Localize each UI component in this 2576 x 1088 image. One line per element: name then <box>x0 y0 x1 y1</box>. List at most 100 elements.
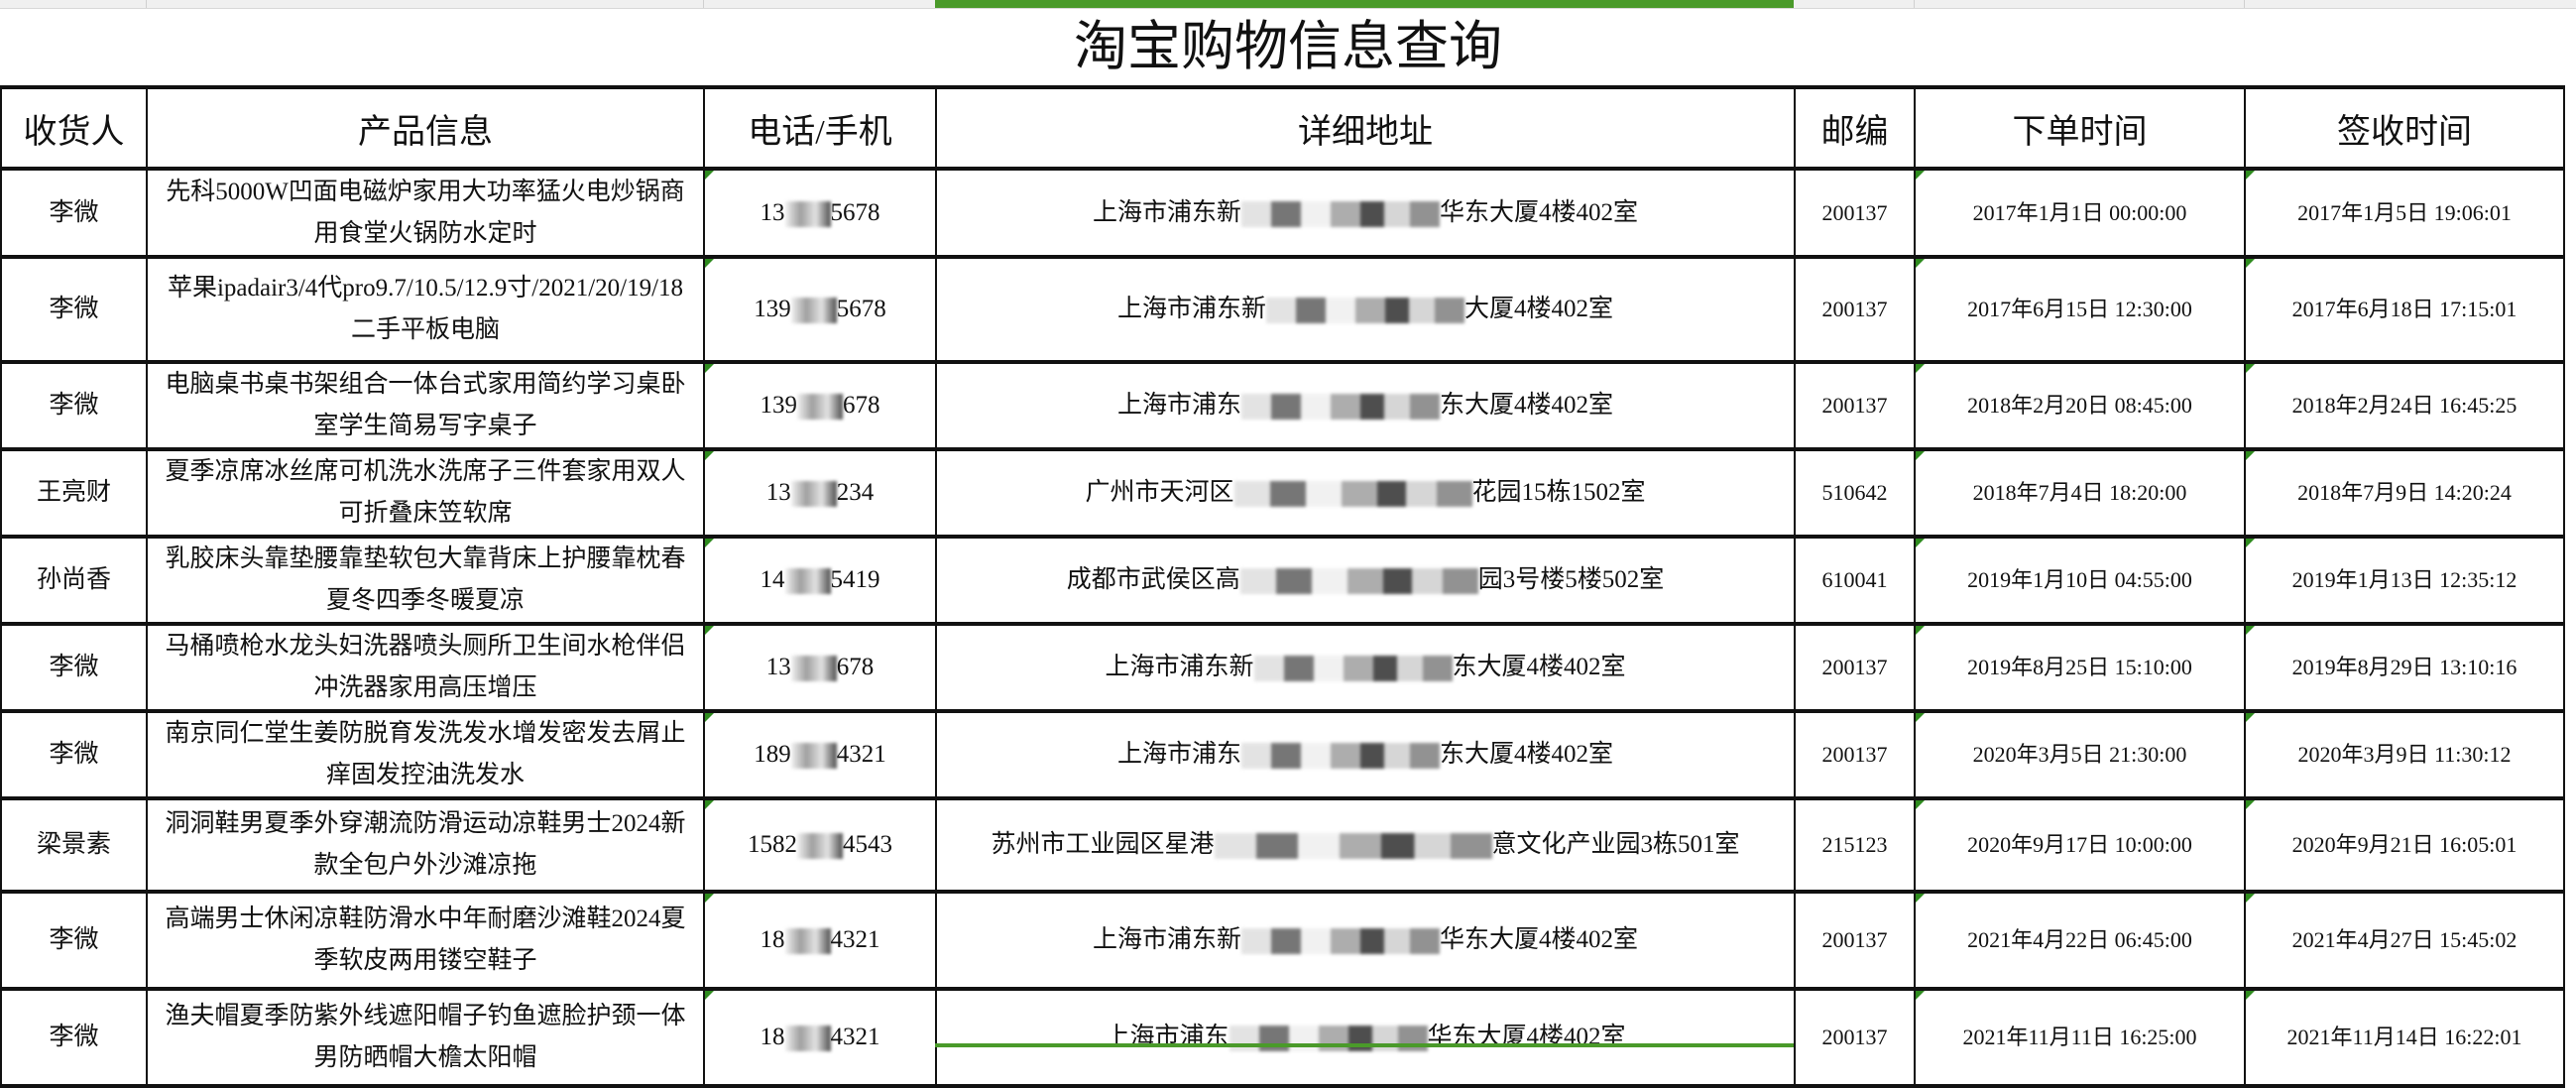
phone-cell[interactable]: 14 5419 <box>703 535 937 626</box>
header-zip[interactable]: 邮编 <box>1794 85 1916 171</box>
address-end: 大厦4楼402室 <box>1464 296 1614 322</box>
product-cell[interactable]: 高端男士休闲凉鞋防滑水中年耐磨沙滩鞋2024夏季软皮两用镂空鞋子 <box>146 890 705 991</box>
sheet-title[interactable]: 淘宝购物信息查询 <box>1074 17 1502 76</box>
address-cell[interactable]: 上海市浦东新 大厦4楼402室 <box>935 255 1796 364</box>
table-row: 王亮财 夏季凉席冰丝席可机洗水洗席子三件套家用双人可折叠床笠软席 13 234 广州市天… <box>0 447 2565 539</box>
recipient-cell[interactable]: 王亮财 <box>0 447 148 539</box>
table-row: 李微 马桶喷枪水龙头妇洗器喷头厕所卫生间水枪伴侣冲洗器家用高压增压 13 678 上海市… <box>0 622 2565 713</box>
order-time-cell[interactable]: 2020年9月17日 10:00:00 <box>1914 796 2246 894</box>
phone-cell[interactable]: 13 234 <box>703 447 937 539</box>
recipient-cell[interactable]: 李微 <box>0 987 148 1088</box>
header-product[interactable]: 产品信息 <box>146 85 705 171</box>
phone-cell[interactable]: 139 678 <box>703 360 937 451</box>
redacted-blur <box>1229 1026 1428 1052</box>
recipient-cell[interactable]: 李微 <box>0 622 148 713</box>
header-phone[interactable]: 电话/手机 <box>703 85 937 171</box>
product-cell[interactable]: 夏季凉席冰丝席可机洗水洗席子三件套家用双人可折叠床笠软席 <box>146 447 705 539</box>
zip-cell[interactable]: 200137 <box>1794 255 1916 364</box>
sign-time-cell[interactable]: 2021年11月14日 16:22:01 <box>2244 987 2565 1088</box>
address-cell[interactable]: 上海市浦东新 华东大厦4楼402室 <box>935 167 1796 259</box>
recipient-cell[interactable]: 梁景素 <box>0 796 148 894</box>
recipient-name: 李微 <box>49 198 99 226</box>
zip-cell[interactable]: 610041 <box>1794 535 1916 626</box>
order-time-cell[interactable]: 2017年6月15日 12:30:00 <box>1914 255 2246 364</box>
product-cell[interactable]: 渔夫帽夏季防紫外线遮阳帽子钓鱼遮脸护颈一体男防晒帽大檐太阳帽 <box>146 987 705 1088</box>
phone-cell[interactable]: 189 4321 <box>703 709 937 800</box>
recipient-cell[interactable]: 李微 <box>0 890 148 991</box>
phone-cell[interactable]: 18 4321 <box>703 890 937 991</box>
phone-cell[interactable]: 13 5678 <box>703 167 937 259</box>
zip-cell[interactable]: 510642 <box>1794 447 1916 539</box>
zip-cell[interactable]: 200137 <box>1794 987 1916 1088</box>
address-cell[interactable]: 上海市浦东 华东大厦4楼402室 <box>935 987 1796 1088</box>
recipient-name: 梁景素 <box>36 831 111 858</box>
zip-cell[interactable]: 200137 <box>1794 622 1916 713</box>
recipient-cell[interactable]: 李微 <box>0 167 148 259</box>
order-time-cell[interactable]: 2020年3月5日 21:30:00 <box>1914 709 2246 800</box>
table-row: 李微 南京同仁堂生姜防脱育发洗发水增发密发去屑止痒固发控油洗发水 189 4321 上海… <box>0 709 2565 800</box>
sign-time-cell[interactable]: 2019年1月13日 12:35:12 <box>2244 535 2565 626</box>
order-time-cell[interactable]: 2018年2月20日 08:45:00 <box>1914 360 2246 451</box>
order-time: 2018年7月4日 18:20:00 <box>1972 480 2187 505</box>
product-cell[interactable]: 苹果ipadair3/4代pro9.7/10.5/12.9寸/2021/20/1… <box>146 255 705 364</box>
header-address[interactable]: 详细地址 <box>935 85 1796 171</box>
order-time-cell[interactable]: 2017年1月1日 00:00:00 <box>1914 167 2246 259</box>
product-cell[interactable]: 洞洞鞋男夏季外穿潮流防滑运动凉鞋男士2024新款全包户外沙滩凉拖 <box>146 796 705 894</box>
sign-time: 2020年9月21日 16:05:01 <box>2291 832 2517 857</box>
redacted-blur <box>790 656 837 682</box>
product-info: 南京同仁堂生姜防脱育发洗发水增发密发去屑止痒固发控油洗发水 <box>165 720 686 788</box>
recipient-name: 李微 <box>49 926 99 953</box>
zip-cell[interactable]: 200137 <box>1794 360 1916 451</box>
sign-time-cell[interactable]: 2020年3月9日 11:30:12 <box>2244 709 2565 800</box>
address-cell[interactable]: 上海市浦东新 华东大厦4楼402室 <box>935 890 1796 991</box>
sign-time-cell[interactable]: 2019年8月29日 13:10:16 <box>2244 622 2565 713</box>
zip-cell[interactable]: 215123 <box>1794 796 1916 894</box>
product-cell[interactable]: 电脑桌书桌书架组合一体台式家用简约学习桌卧室学生简易写字桌子 <box>146 360 705 451</box>
zip-cell[interactable]: 200137 <box>1794 890 1916 991</box>
order-time-cell[interactable]: 2019年8月25日 15:10:00 <box>1914 622 2246 713</box>
product-cell[interactable]: 南京同仁堂生姜防脱育发洗发水增发密发去屑止痒固发控油洗发水 <box>146 709 705 800</box>
sign-time-cell[interactable]: 2020年9月21日 16:05:01 <box>2244 796 2565 894</box>
recipient-cell[interactable]: 李微 <box>0 255 148 364</box>
address-start: 上海市浦东新 <box>1105 654 1254 680</box>
header-recipient[interactable]: 收货人 <box>0 85 148 171</box>
header-order-time[interactable]: 下单时间 <box>1914 85 2246 171</box>
order-time: 2020年9月17日 10:00:00 <box>1967 832 2192 857</box>
product-cell[interactable]: 先科5000W凹面电磁炉家用大功率猛火电炒锅商用食堂火锅防水定时 <box>146 167 705 259</box>
phone-cell[interactable]: 13 678 <box>703 622 937 713</box>
sign-time: 2017年6月18日 17:15:01 <box>2291 297 2517 321</box>
recipient-cell[interactable]: 李微 <box>0 360 148 451</box>
recipient-cell[interactable]: 李微 <box>0 709 148 800</box>
address-cell[interactable]: 苏州市工业园区星港 意文化产业园3栋501室 <box>935 796 1796 894</box>
address-cell[interactable]: 上海市浦东 东大厦4楼402室 <box>935 360 1796 451</box>
sign-time-cell[interactable]: 2017年1月5日 19:06:01 <box>2244 167 2565 259</box>
zip-cell[interactable]: 200137 <box>1794 167 1916 259</box>
address-cell[interactable]: 广州市天河区 花园15栋1502室 <box>935 447 1796 539</box>
address-start: 上海市浦东新 <box>1092 926 1241 953</box>
header-sign-time[interactable]: 签收时间 <box>2244 85 2565 171</box>
redacted-blur <box>1233 481 1472 508</box>
address-cell[interactable]: 上海市浦东新 东大厦4楼402室 <box>935 622 1796 713</box>
order-time-cell[interactable]: 2021年11月11日 16:25:00 <box>1914 987 2246 1088</box>
address-cell[interactable]: 成都市武侯区高 园3号楼5楼502室 <box>935 535 1796 626</box>
sign-time-cell[interactable]: 2021年4月27日 15:45:02 <box>2244 890 2565 991</box>
sign-time-cell[interactable]: 2017年6月18日 17:15:01 <box>2244 255 2565 364</box>
zip-code: 200137 <box>1821 393 1888 418</box>
sign-time: 2020年3月9日 11:30:12 <box>2297 742 2512 767</box>
order-time-cell[interactable]: 2021年4月22日 06:45:00 <box>1914 890 2246 991</box>
address-cell[interactable]: 上海市浦东 东大厦4楼402室 <box>935 709 1796 800</box>
recipient-cell[interactable]: 孙尚香 <box>0 535 148 626</box>
zip-cell[interactable]: 200137 <box>1794 709 1916 800</box>
phone-cell[interactable]: 1582 4543 <box>703 796 937 894</box>
sign-time-cell[interactable]: 2018年7月9日 14:20:24 <box>2244 447 2565 539</box>
order-time-cell[interactable]: 2019年1月10日 04:55:00 <box>1914 535 2246 626</box>
order-time-cell[interactable]: 2018年7月4日 18:20:00 <box>1914 447 2246 539</box>
phone-cell[interactable]: 139 5678 <box>703 255 937 364</box>
sign-time-cell[interactable]: 2018年2月24日 16:45:25 <box>2244 360 2565 451</box>
product-info: 马桶喷枪水龙头妇洗器喷头厕所卫生间水枪伴侣冲洗器家用高压增压 <box>165 633 686 701</box>
product-cell[interactable]: 乳胶床头靠垫腰靠垫软包大靠背床上护腰靠枕春夏冬四季冬暖夏凉 <box>146 535 705 626</box>
phone-start: 13 <box>760 198 785 226</box>
phone-end: 234 <box>836 479 875 506</box>
phone-cell[interactable]: 18 4321 <box>703 987 937 1088</box>
product-cell[interactable]: 马桶喷枪水龙头妇洗器喷头厕所卫生间水枪伴侣冲洗器家用高压增压 <box>146 622 705 713</box>
